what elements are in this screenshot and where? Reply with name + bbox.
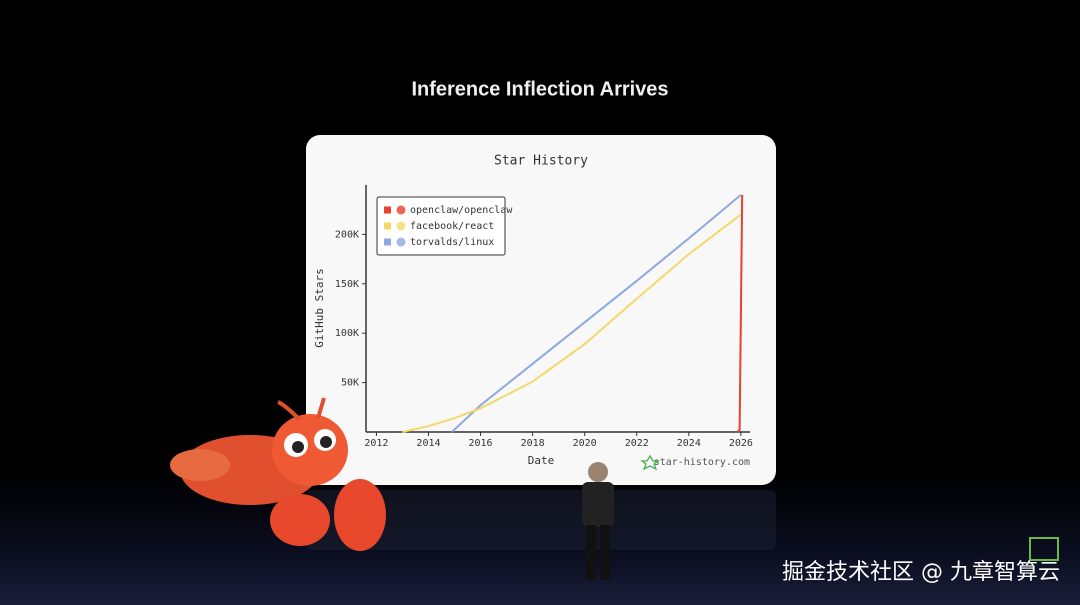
- legend-avatar: [396, 205, 406, 215]
- y-tick-label: 150K: [335, 279, 359, 290]
- x-axis-label: Date: [528, 454, 555, 467]
- x-tick-label: 2022: [625, 438, 649, 449]
- legend-swatch: [384, 206, 391, 214]
- x-tick-label: 2024: [677, 438, 701, 449]
- x-tick-label: 2018: [521, 438, 545, 449]
- watermark: 掘金技术社区 @ 九章智算云: [782, 560, 1060, 585]
- chart-title: Star History: [494, 154, 588, 169]
- x-tick-label: 2020: [573, 438, 597, 449]
- slide-title: Inference Inflection Arrives: [411, 78, 668, 100]
- x-tick-label: 2014: [416, 438, 440, 449]
- screen-reflection: [306, 490, 776, 550]
- series-line: [736, 194, 744, 433]
- legend-swatch: [384, 238, 391, 246]
- credit-icon: [640, 454, 660, 471]
- legend-avatar: [396, 237, 406, 247]
- series-line: [451, 194, 742, 433]
- series-line: [402, 213, 742, 433]
- y-tick-label: 100K: [335, 328, 359, 339]
- x-tick-label: 2026: [729, 438, 753, 449]
- logo: [1029, 537, 1059, 561]
- y-tick-label: 200K: [335, 229, 359, 240]
- legend-avatar: [396, 221, 406, 231]
- legend-box: [376, 196, 506, 256]
- speaker: [582, 462, 614, 580]
- x-tick-label: 2012: [364, 438, 388, 449]
- lobster-mascot: [170, 397, 386, 551]
- x-tick-label: 2016: [469, 438, 493, 449]
- legend-swatch: [384, 222, 391, 230]
- credit: star-history.com: [654, 457, 750, 468]
- legend-label: facebook/react: [410, 221, 494, 232]
- y-axis-label: GitHub Stars: [313, 268, 326, 347]
- y-tick-label: 50K: [341, 378, 359, 389]
- legend-label: openclaw/openclaw: [410, 205, 513, 216]
- legend-label: torvalds/linux: [410, 237, 494, 248]
